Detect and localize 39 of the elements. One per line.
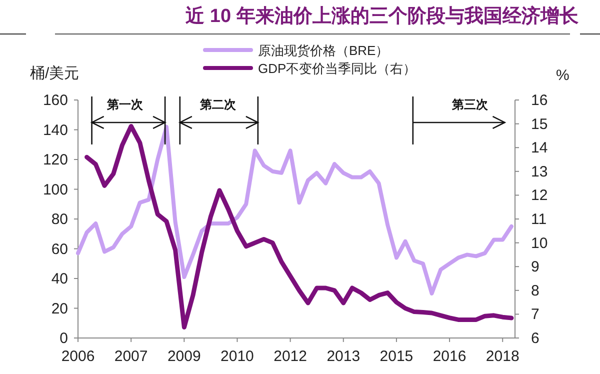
y-tick-label: 20 xyxy=(51,300,68,318)
legend-label: GDP不变价当季同比（右） xyxy=(258,61,416,76)
x-tick-label: 2010 xyxy=(220,348,254,365)
y2-tick-label: 8 xyxy=(531,282,540,300)
y2-tick-label: 9 xyxy=(531,258,540,276)
x-tick-label: 2012 xyxy=(274,348,307,365)
x-tick-label: 2009 xyxy=(167,348,201,365)
y-tick-label: 100 xyxy=(42,181,68,198)
chart-title: 近 10 年来油价上涨的三个阶段与我国经济增长 xyxy=(184,5,580,27)
y2-tick-label: 6 xyxy=(531,330,540,347)
y2-axis-title: % xyxy=(556,67,570,84)
line-series xyxy=(84,124,514,330)
annotation: 第二次 xyxy=(199,97,238,112)
x-tick-label: 2015 xyxy=(380,348,414,365)
x-tick-label: 2018 xyxy=(486,348,520,365)
y-axis-title: 桶/美元 xyxy=(30,65,80,82)
line-series xyxy=(76,124,514,296)
y-tick-label: 120 xyxy=(42,152,68,168)
x-tick-label: 2013 xyxy=(326,348,360,365)
y2-tick-label: 12 xyxy=(531,187,548,204)
y2-tick-label: 11 xyxy=(531,211,547,228)
y-tick-label: 160 xyxy=(42,92,68,109)
y2-tick-label: 14 xyxy=(531,140,548,157)
x-tick-label: 2007 xyxy=(114,348,148,365)
y2-tick-label: 7 xyxy=(531,306,540,324)
annotation: 第一次 xyxy=(106,97,144,112)
y2-tick-label: 15 xyxy=(531,116,548,133)
y2-tick-label: 13 xyxy=(531,163,548,180)
y-tick-label: 40 xyxy=(51,270,68,288)
x-tick-label: 2016 xyxy=(432,348,466,365)
y2-tick-label: 16 xyxy=(531,92,548,109)
y-tick-label: 0 xyxy=(60,330,68,347)
annotation: 第三次 xyxy=(450,97,489,112)
x-tick-label: 2006 xyxy=(61,348,95,365)
legend-label: 原油现货价格（BRE） xyxy=(258,43,389,58)
y-tick-label: 80 xyxy=(51,211,68,228)
y-tick-label: 60 xyxy=(51,240,68,258)
y2-tick-label: 10 xyxy=(531,234,548,252)
y-tick-label: 140 xyxy=(42,122,68,139)
